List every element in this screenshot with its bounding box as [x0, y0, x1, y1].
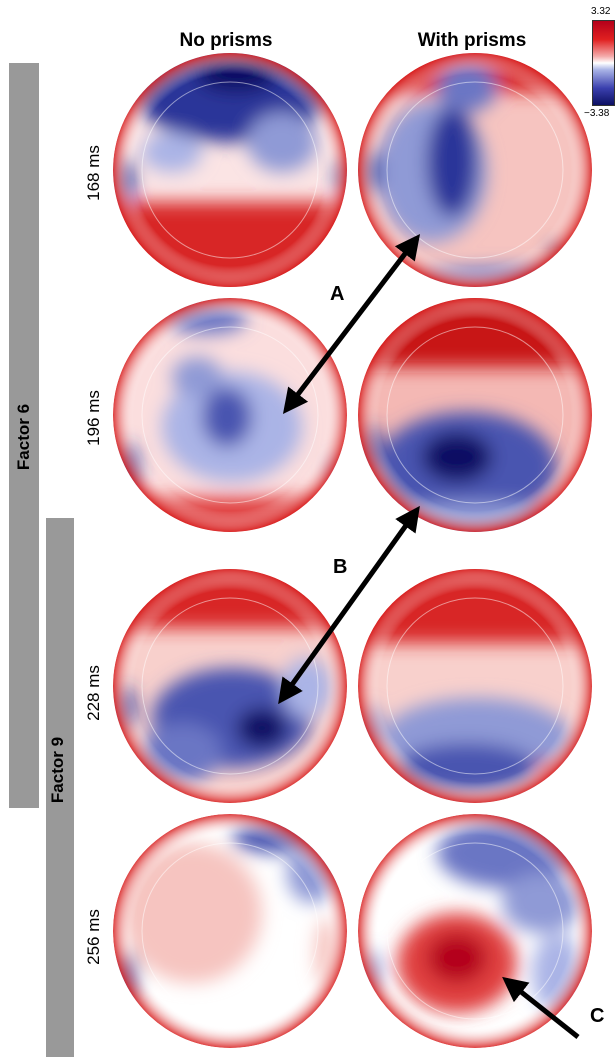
arrow-b-label: B: [333, 556, 348, 578]
factor-9-bar: [46, 518, 74, 1057]
colorbar-max-label: 3.32: [591, 6, 611, 17]
topomap-168ms-with-prisms: [358, 53, 592, 287]
colorbar-min-label: −3.38: [584, 108, 610, 119]
arrow-a: [282, 234, 421, 414]
arrow-c-label: C: [590, 1005, 605, 1027]
arrow-c: [502, 976, 580, 1039]
column-title-no-prisms: No prisms: [179, 30, 273, 51]
column-title-with-prisms: With prisms: [417, 30, 527, 51]
arrow-a-label: A: [330, 283, 345, 305]
topomap-168ms-no-prisms: [113, 53, 347, 287]
topomap-196ms-no-prisms: [113, 298, 347, 532]
topomap-256ms-with-prisms: [358, 814, 592, 1048]
arrow-b: [278, 505, 420, 705]
topomap-256ms-no-prisms: [113, 814, 347, 1048]
factor-6-bar: [9, 63, 39, 808]
